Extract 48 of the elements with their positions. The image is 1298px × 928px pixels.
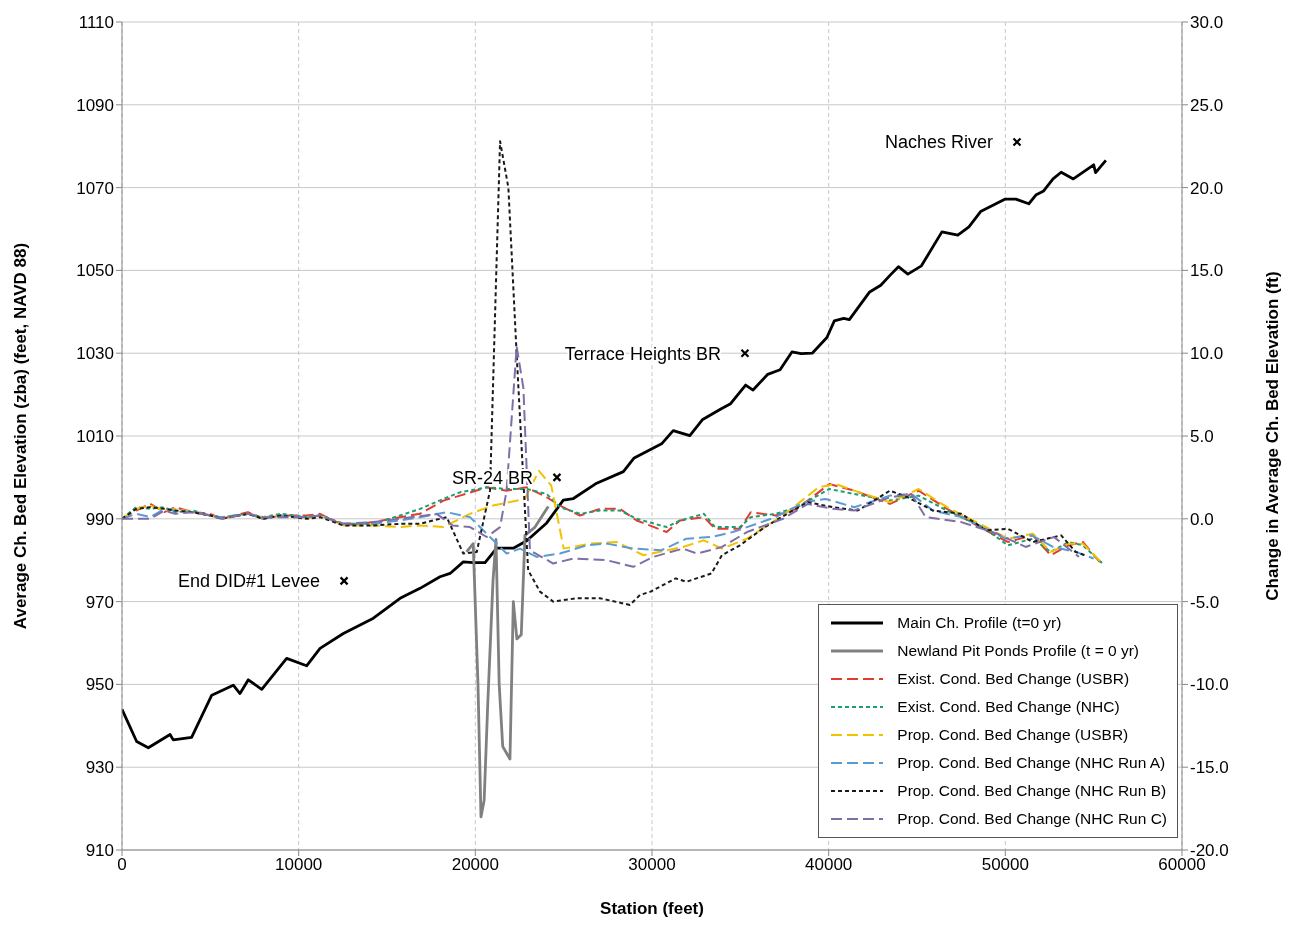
x-tick-label: 40000 xyxy=(805,855,853,875)
line-series xyxy=(465,504,550,819)
y2-tick-label: -5.0 xyxy=(1190,592,1220,612)
y-tick-label: 930 xyxy=(85,758,114,778)
x-tick-label: 10000 xyxy=(275,855,323,875)
x-tick-label: 20000 xyxy=(451,855,499,875)
y-tick-label: 1010 xyxy=(76,427,114,447)
legend-label: Prop. Cond. Bed Change (NHC Run C) xyxy=(897,810,1167,828)
y-tick-label: 1090 xyxy=(76,95,114,115)
y2-tick-label: 10.0 xyxy=(1190,344,1224,364)
y-tick-label: 970 xyxy=(85,592,114,612)
x-tick-label: 0 xyxy=(117,855,127,875)
legend-label: Exist. Cond. Bed Change (NHC) xyxy=(897,698,1120,716)
y2-tick-label: 30.0 xyxy=(1190,13,1224,33)
annotation: Naches River xyxy=(884,132,993,153)
legend-label: Newland Pit Ponds Profile (t = 0 yr) xyxy=(897,642,1139,660)
x-tick-label: 50000 xyxy=(981,855,1029,875)
line-series xyxy=(122,469,1104,565)
y-tick-label: 1050 xyxy=(76,261,114,281)
y-tick-label: 1030 xyxy=(76,344,114,364)
y-tick-label: 990 xyxy=(85,509,114,529)
point xyxy=(552,472,562,482)
legend-label: Exist. Cond. Bed Change (USBR) xyxy=(897,670,1130,688)
y-tick-label: 950 xyxy=(85,675,114,695)
legend-label: Main Ch. Profile (t=0 yr) xyxy=(897,614,1062,632)
y-tick-label: 1110 xyxy=(78,13,114,33)
x-axis-title: Station (feet) xyxy=(600,899,704,918)
y-tick-label: 910 xyxy=(85,841,114,861)
point xyxy=(740,348,750,358)
y2-tick-label: 20.0 xyxy=(1190,178,1224,198)
y2-tick-label: 0.0 xyxy=(1190,509,1214,529)
y2-tick-label: 15.0 xyxy=(1190,261,1224,281)
y2-tick-label: 25.0 xyxy=(1190,95,1224,115)
y-tick-label: 1070 xyxy=(76,178,114,198)
annotation: End DID#1 Levee xyxy=(177,571,321,592)
legend-label: Prop. Cond. Bed Change (USBR) xyxy=(897,726,1129,744)
y2-tick-label: -10.0 xyxy=(1190,675,1229,695)
y-axis-title: Average Ch. Bed Elevation (zba) (feet, NAVD 88) xyxy=(11,242,31,630)
y2-tick-label: -15.0 xyxy=(1190,758,1229,778)
line-series xyxy=(122,345,1080,568)
legend-label: Prop. Cond. Bed Change (NHC Run A) xyxy=(897,754,1166,772)
x-tick-label: 30000 xyxy=(628,855,676,875)
legend-label: Prop. Cond. Bed Change (NHC Run B) xyxy=(897,782,1167,800)
annotation: Terrace Heights BR xyxy=(564,343,721,364)
y2-axis-title: Change in Average Ch. Bed Elevation (ft) xyxy=(1263,271,1283,601)
point xyxy=(339,576,349,586)
point xyxy=(1012,137,1022,147)
y2-tick-label: 5.0 xyxy=(1190,427,1214,447)
